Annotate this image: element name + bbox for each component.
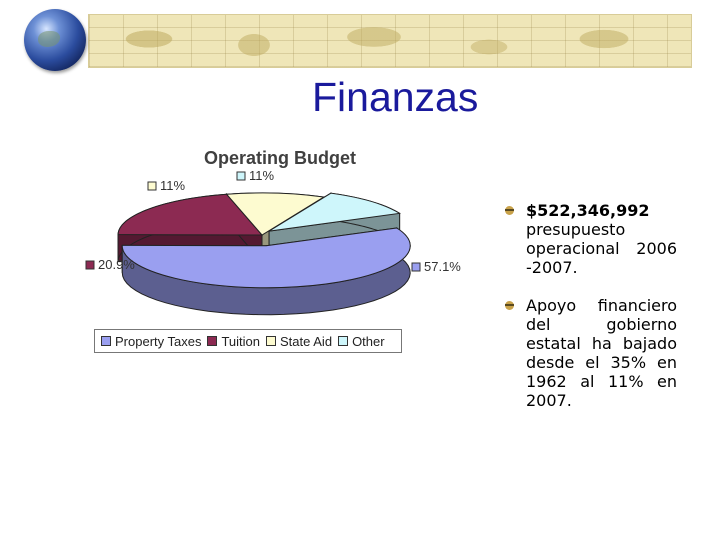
pie-slice <box>268 192 402 232</box>
bullet-text: presupuesto operacional 2006 -2007. <box>526 220 677 277</box>
data-label: 20.9% <box>98 257 135 272</box>
pie-tops <box>117 192 411 289</box>
legend-label: Other <box>352 333 385 349</box>
pie-slice <box>121 227 411 289</box>
pie-slice <box>225 192 326 236</box>
legend-item: Tuition <box>207 334 260 349</box>
data-label-swatch <box>236 171 246 181</box>
bullet-icon <box>505 301 514 310</box>
pie-chart-svg: 57.1% 20.9% 11% 11% <box>85 168 461 316</box>
legend-swatch <box>101 336 111 346</box>
chart-legend: Property Taxes Tuition State Aid Other <box>94 329 402 353</box>
legend-item: Other <box>338 334 385 349</box>
data-label-swatch <box>411 262 421 272</box>
legend-label: Tuition <box>221 333 261 349</box>
globe-icon <box>24 9 86 71</box>
data-label: 11% <box>249 168 274 183</box>
bullet-item: Apoyo financiero del gobierno estatal ha… <box>505 296 677 410</box>
bullet-icon <box>505 206 514 215</box>
legend-swatch <box>266 336 277 346</box>
budget-amount: $522,346,992 <box>526 201 650 220</box>
legend-item: Property Taxes <box>101 334 201 349</box>
data-label-swatch <box>147 181 157 191</box>
data-label-swatch <box>85 260 95 270</box>
data-label: 11% <box>160 178 185 193</box>
legend-swatch <box>338 336 349 346</box>
legend-label: Property Taxes <box>115 333 202 349</box>
chart-title: Operating Budget <box>204 148 356 168</box>
legend-swatch <box>207 336 218 346</box>
bullet-text: Apoyo financiero del gobierno estatal ha… <box>526 296 677 410</box>
data-label: 57.1% <box>424 259 461 274</box>
legend-item: State Aid <box>266 334 332 349</box>
bullet-item: $522,346,992 presupuesto operacional 200… <box>505 201 677 277</box>
bullet-list: $522,346,992 presupuesto operacional 200… <box>505 201 677 429</box>
slide-title: Finanzas <box>312 74 479 120</box>
legend-label: State Aid <box>280 333 333 349</box>
pie-slice <box>117 193 264 236</box>
pie-chart: Operating Budget 57.1% 20.9% 11% 11% Proper… <box>80 140 480 360</box>
header-banner <box>88 14 692 68</box>
